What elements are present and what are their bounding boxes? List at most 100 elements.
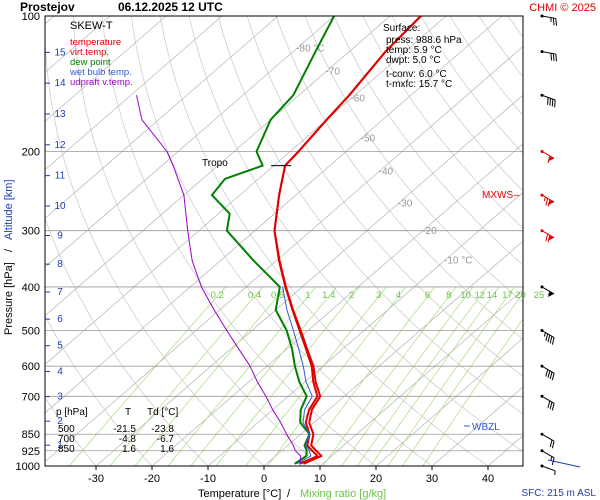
wind-barb-10 xyxy=(540,93,556,108)
isotherm-label: -60 xyxy=(350,94,365,105)
isotherm-line xyxy=(45,16,279,219)
barb-staff xyxy=(541,465,556,472)
barb-station xyxy=(540,229,544,233)
isotherm-line xyxy=(319,289,523,466)
isotherm-line xyxy=(95,94,523,466)
temperature-tick-label: 0 xyxy=(261,473,267,485)
isotherm-line xyxy=(45,16,447,365)
altitude-tick-label: 13 xyxy=(54,109,66,120)
isotherm-line xyxy=(151,143,523,466)
pressure-tick-label: 925 xyxy=(22,446,40,458)
mixing-ratio-label: 10 xyxy=(460,290,471,301)
barb-station xyxy=(540,449,544,453)
pressure-tick-label: 700 xyxy=(22,391,40,403)
barb-full xyxy=(554,99,556,108)
wind-barb-2 xyxy=(540,432,555,449)
altitude-tick-label: 6 xyxy=(57,314,63,325)
plot-frame xyxy=(44,15,524,467)
mxws-label: MXWS xyxy=(482,190,513,201)
altitude-tick-label: 1 xyxy=(57,440,63,451)
barb-full xyxy=(549,336,553,344)
pressure-tick-label: 600 xyxy=(22,361,40,373)
dry-adiabat xyxy=(304,16,523,303)
pressure-tick-label: 300 xyxy=(22,226,40,238)
altitude-tick-label: 2 xyxy=(57,416,63,427)
temperature-tick-label: 20 xyxy=(370,473,382,485)
surface-extra-1: t-mxfc: 15.7 °C xyxy=(386,79,452,90)
table-cell: -6.7 xyxy=(157,434,175,445)
wind-barb-0 xyxy=(540,464,556,475)
altitude-tick-label: 3 xyxy=(57,392,63,403)
barb-full xyxy=(545,369,549,377)
chmi-credit: CHMI © 2025 xyxy=(529,2,596,14)
diagram-title: SKEW-T xyxy=(70,20,113,32)
barb-full xyxy=(547,370,551,378)
barb-pennant xyxy=(547,156,555,162)
wind-barb-11 xyxy=(540,50,558,62)
sounding-datetime: 06.12.2025 12 UTC xyxy=(118,0,223,14)
legend-entry-2: dew point xyxy=(70,57,111,68)
x-axis-separator: / xyxy=(287,488,291,500)
station-name: Prostejov xyxy=(20,0,75,14)
barb-half xyxy=(550,456,553,461)
barb-station xyxy=(540,394,544,398)
table-cell: 1.6 xyxy=(160,444,174,455)
wind-barbs xyxy=(540,14,581,475)
y-axis-separator: / xyxy=(3,248,15,252)
mixing-ratio-label: 14 xyxy=(487,290,498,301)
temperature-tick-label: -30 xyxy=(88,473,104,485)
mixing-ratio-label: 20 xyxy=(515,290,526,301)
mixing-ratio-label: 1 xyxy=(305,290,310,301)
barb-pennant xyxy=(547,200,555,206)
barb-station xyxy=(540,149,544,153)
mixing-ratio-label: 2 xyxy=(349,290,354,301)
barb-full xyxy=(549,98,551,106)
barb-station xyxy=(540,285,544,289)
mixing-ratio-label: 3 xyxy=(376,290,381,301)
wind-barb-9 xyxy=(540,149,555,164)
altitude-tick-label: 9 xyxy=(57,230,63,241)
isotherm-line xyxy=(207,191,523,466)
isotherm-line xyxy=(263,240,523,466)
temperature-tick-label: 30 xyxy=(426,473,438,485)
isotherm-label: -30 xyxy=(398,198,413,209)
altitude-tick-label: 8 xyxy=(57,259,63,270)
barb-full xyxy=(550,53,553,61)
series-layer xyxy=(136,16,422,465)
table-header-1: T xyxy=(125,407,131,418)
dry-adiabat xyxy=(246,16,523,377)
series-line-3 xyxy=(282,286,313,465)
altitude-tick-label: 11 xyxy=(55,171,66,182)
isotherm-label: -70 xyxy=(326,67,341,78)
barb-station xyxy=(540,50,544,54)
mixing-ratio-label: 0.2 xyxy=(211,290,224,301)
barb-full xyxy=(549,401,553,410)
tropopause-label: Tropo xyxy=(202,158,228,169)
wbzl-label: WBZL xyxy=(472,422,500,433)
barb-half xyxy=(543,196,546,202)
barb-full xyxy=(547,97,549,105)
altitude-tick-label: 5 xyxy=(57,341,63,352)
barb-full xyxy=(551,99,554,107)
barb-full xyxy=(547,334,551,343)
altitude-tick-label: 4 xyxy=(57,366,63,377)
x-axis-label: Temperature [°C] xyxy=(198,488,281,500)
barb-full xyxy=(555,54,558,62)
barb-pennant xyxy=(547,235,555,241)
mixing-ratio-label: 0.6 xyxy=(271,290,284,301)
isotherm-label: -20 xyxy=(422,226,437,237)
surface-line-0: press: 988.6 hPa xyxy=(386,35,462,46)
barb-station xyxy=(540,329,544,333)
barb-full xyxy=(547,155,551,164)
isotherm-line xyxy=(45,16,391,317)
mixing-ratio-label: 17 xyxy=(502,290,513,301)
mixing-ratio-label: 25 xyxy=(534,290,545,301)
wind-barb-6 xyxy=(540,285,555,298)
barb-full xyxy=(555,18,558,26)
barb-station xyxy=(540,93,544,97)
isotherm-line xyxy=(431,386,523,466)
barb-full xyxy=(551,441,555,449)
dry-adiabat xyxy=(217,16,523,415)
